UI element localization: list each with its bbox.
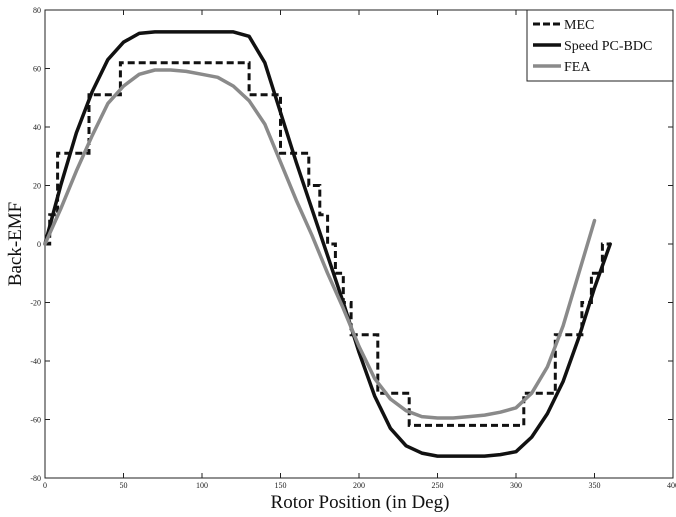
series-line-speed-pc-bdc bbox=[43, 30, 612, 458]
legend-label: MEC bbox=[564, 18, 594, 33]
x-tick-label: 50 bbox=[120, 481, 128, 490]
series-line-fea bbox=[43, 68, 597, 420]
series-lines bbox=[43, 30, 612, 458]
x-tick-label: 200 bbox=[353, 481, 365, 490]
x-tick-label: 0 bbox=[43, 481, 47, 490]
x-tick-label: 150 bbox=[275, 481, 287, 490]
y-tick-label: -20 bbox=[30, 299, 41, 308]
y-tick-label: 40 bbox=[33, 123, 41, 132]
x-tick-label: 400 bbox=[667, 481, 676, 490]
x-tick-label: 100 bbox=[196, 481, 208, 490]
series-line-mec bbox=[45, 61, 611, 427]
y-tick-label: 60 bbox=[33, 65, 41, 74]
y-axis-label: Back-EMF bbox=[5, 202, 26, 286]
legend: MEC Speed PC-BDC FEA bbox=[526, 9, 674, 82]
y-tick-label: -40 bbox=[30, 357, 41, 366]
x-tick-label: 350 bbox=[589, 481, 601, 490]
x-tick-label: 300 bbox=[510, 481, 522, 490]
y-tick-label: 80 bbox=[33, 6, 41, 15]
y-tick-label: -80 bbox=[30, 474, 41, 483]
x-axis-label: Rotor Position (in Deg) bbox=[271, 492, 450, 513]
legend-label: FEA bbox=[564, 60, 591, 75]
y-tick-label: 0 bbox=[37, 240, 41, 249]
y-tick-label: -60 bbox=[30, 416, 41, 425]
y-tick-label: 20 bbox=[33, 182, 41, 191]
x-tick-label: 250 bbox=[432, 481, 444, 490]
legend-label: Speed PC-BDC bbox=[564, 39, 652, 54]
axis-ticks: 0 50 100 150 200 250 300 350 400 -80 -60 -40 -20 0 20 4… bbox=[30, 6, 676, 490]
